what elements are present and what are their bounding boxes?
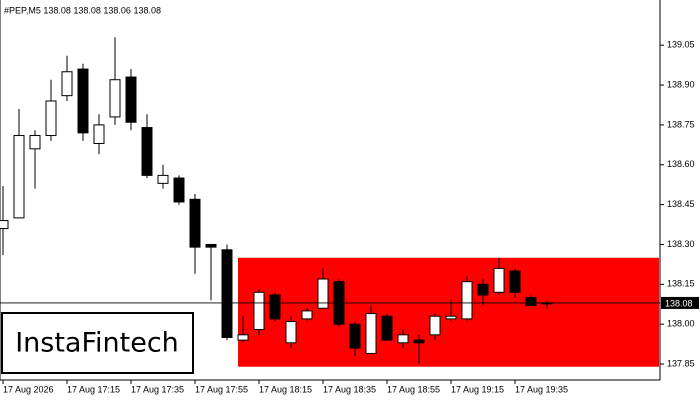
y-tick-label: 138.30: [667, 239, 695, 249]
candle-body: [349, 323, 361, 349]
candle-body: [45, 100, 57, 137]
candle-body: [285, 321, 297, 344]
price-tag: [661, 296, 699, 309]
candle-body: [461, 281, 473, 320]
candle-body: [205, 243, 217, 248]
candle-body: [93, 124, 105, 144]
candle-body: [253, 291, 265, 331]
candle-body: [269, 294, 281, 320]
candle-body: [77, 68, 89, 134]
x-tick-label: 17 Aug 19:35: [515, 384, 568, 394]
candle-body: [477, 283, 489, 296]
plot: [0, 37, 660, 367]
price-tag-label: 138.08: [665, 298, 693, 308]
candle-body: [397, 334, 409, 344]
y-tick-label: 138.00: [667, 319, 695, 329]
logo: InstaFintech: [15, 328, 179, 359]
y-tick-label: 138.60: [667, 159, 695, 169]
x-tick-label: 17 Aug 17:15: [67, 384, 120, 394]
candle-body: [173, 177, 185, 203]
candle-body: [509, 270, 521, 293]
y-tick-label: 138.15: [667, 279, 695, 289]
candle-body: [365, 313, 377, 354]
y-tick-label: 138.90: [667, 79, 695, 89]
y-tick-label: 138.75: [667, 119, 695, 129]
candle-body: [0, 220, 9, 230]
x-tick-label: 17 Aug 17:55: [195, 384, 248, 394]
candle-body: [493, 267, 505, 293]
candle-body: [13, 135, 25, 219]
candle-body: [29, 135, 41, 150]
candle-body: [189, 198, 201, 248]
x-tick-label: 17 Aug 18:15: [259, 384, 312, 394]
y-tick-label: 139.05: [667, 40, 695, 50]
candle-body: [429, 315, 441, 336]
x-tick-label: 17 Aug 19:15: [451, 384, 504, 394]
x-tick-label: 17 Aug 2026: [3, 384, 54, 394]
x-tick-label: 17 Aug 18:55: [387, 384, 440, 394]
candle-body: [125, 76, 137, 123]
y-tick-label: 137.85: [667, 358, 695, 368]
candle-body: [381, 315, 393, 341]
candle-body: [221, 249, 233, 338]
candle-body: [301, 310, 313, 320]
pattern-zone: [238, 257, 659, 367]
x-tick-label: 17 Aug 18:35: [323, 384, 376, 394]
candle-body: [413, 339, 425, 344]
candle-body: [141, 127, 153, 176]
candle-body: [525, 297, 537, 307]
chart-title: #PEP,M5 138.08 138.08 138.06 138.08: [4, 5, 161, 15]
candle-body: [109, 79, 121, 118]
candle-body: [445, 315, 457, 320]
candle-body: [157, 174, 169, 184]
candle-body: [317, 278, 329, 309]
logo-box: [1, 312, 194, 374]
x-tick-label: 17 Aug 17:35: [131, 384, 184, 394]
y-tick-label: 138.45: [667, 199, 695, 209]
candle-body: [61, 71, 73, 97]
candle-body: [237, 334, 249, 341]
